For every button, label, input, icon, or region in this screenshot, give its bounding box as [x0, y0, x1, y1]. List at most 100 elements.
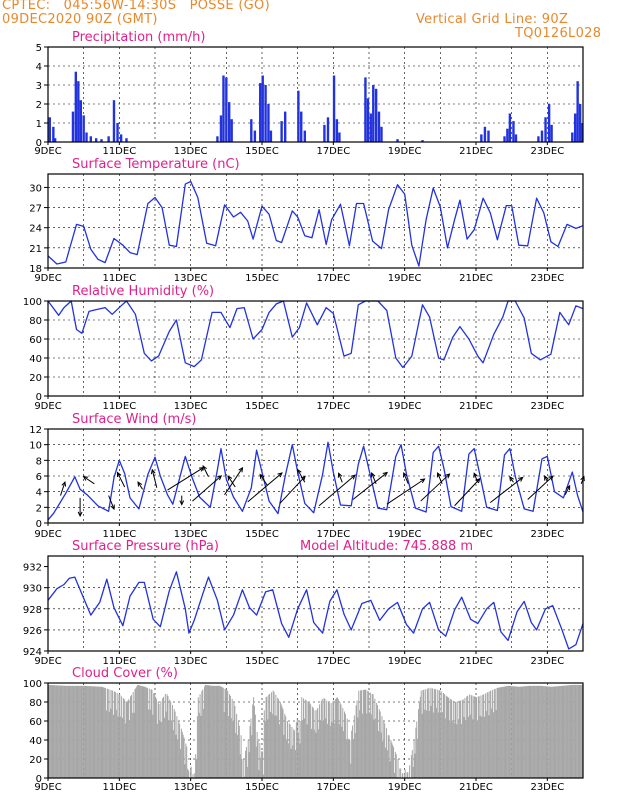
cloud-bar: [515, 686, 517, 778]
cloud-bar: [103, 687, 105, 778]
cloud-bar: [361, 713, 363, 778]
cloud-bar: [477, 696, 479, 778]
cloud-bar: [249, 725, 251, 778]
cloud-bar: [225, 689, 227, 778]
cloud-bar: [319, 720, 321, 778]
date-tick-9DEC: 9DEC: [34, 782, 61, 793]
cloud-bar: [144, 686, 146, 778]
cloud-bar: [372, 694, 374, 778]
cloud-bar: [558, 686, 560, 778]
cloud-bar: [446, 696, 448, 778]
cloud-bar: [494, 688, 496, 778]
wind-vector: [192, 475, 222, 502]
cloud-bar: [213, 685, 215, 778]
cloud-bar: [189, 770, 191, 778]
cloud-bar: [205, 685, 207, 778]
cloud-bar: [303, 698, 305, 778]
cloud-bar: [519, 686, 521, 778]
cloud-bar: [510, 686, 512, 778]
date-tick-13DEC: 13DEC: [174, 401, 208, 412]
cloud-bar: [312, 707, 314, 778]
y-tick-label: 930: [23, 584, 42, 595]
cloud-bar: [454, 702, 456, 778]
cloud-bar: [167, 696, 169, 778]
cloud-bar: [531, 685, 533, 778]
cloud-bar: [237, 735, 239, 778]
cloud-bar: [214, 685, 216, 778]
date-tick-15DEC: 15DEC: [245, 146, 279, 157]
y-tick-label: 5: [36, 43, 42, 54]
panel-title-pressure: Surface Pressure (hPa): [72, 539, 219, 554]
cloud-bar: [525, 686, 527, 778]
cloud-bar: [328, 703, 330, 778]
cloud-bar: [369, 712, 370, 778]
cloud-bar: [549, 686, 551, 778]
precip-bar: [264, 85, 267, 142]
cloud-bar: [535, 685, 537, 778]
cloud-bar: [516, 686, 518, 778]
cloud-bar: [117, 716, 119, 778]
wind-arrowhead: [402, 471, 408, 478]
cloud-bar: [358, 690, 360, 778]
cloud-bar: [433, 712, 435, 778]
wind-arrowhead: [370, 471, 376, 478]
y-tick-label: 100: [23, 297, 42, 308]
cloud-bar: [399, 768, 401, 778]
date-tick-9DEC: 9DEC: [34, 401, 61, 412]
cloud-bar: [245, 750, 247, 778]
cloud-bar: [422, 690, 424, 778]
cloud-bar: [459, 700, 461, 778]
cloud-bar: [239, 754, 241, 778]
cloud-bar: [143, 686, 145, 778]
date-tick-13DEC: 13DEC: [174, 146, 208, 157]
date-tick-19DEC: 19DEC: [388, 401, 422, 412]
precip-bar: [540, 130, 544, 142]
cloud-bar: [484, 716, 486, 778]
cloud-bar: [237, 721, 239, 778]
cloud-bar: [521, 686, 523, 778]
cloud-bar: [492, 712, 494, 778]
cloud-bar: [496, 688, 498, 778]
cloud-bar: [231, 698, 233, 778]
cloud-bar: [272, 690, 274, 778]
cloud-bar: [90, 686, 92, 778]
cloud-bar: [394, 751, 396, 778]
cloud-bar: [97, 686, 99, 778]
y-tick-label: 0: [36, 774, 42, 785]
date-tick-19DEC: 19DEC: [388, 782, 422, 793]
cloud-bar: [520, 686, 522, 778]
precip-bar: [112, 100, 116, 142]
cloud-bar: [258, 770, 260, 778]
cloud-bar: [207, 685, 209, 778]
cloud-bar: [423, 689, 425, 778]
cloud-bar: [257, 740, 259, 778]
cloud-bar: [227, 691, 229, 778]
cloud-bar: [540, 685, 542, 778]
y-tick-label: 926: [23, 626, 42, 637]
cloud-bar: [320, 700, 322, 778]
cloud-bar: [229, 695, 231, 778]
cloud-bar: [89, 686, 91, 778]
cloud-bar: [267, 719, 269, 778]
cloud-bar: [63, 685, 65, 778]
cloud-bar: [503, 686, 505, 778]
cloud-bar: [49, 684, 51, 778]
date-tick-9DEC: 9DEC: [34, 656, 61, 667]
cloud-bar: [437, 712, 439, 778]
cloud-bar: [547, 686, 549, 778]
precip-bar: [483, 126, 487, 142]
wind-vector: [83, 476, 95, 485]
cloud-bar: [180, 728, 182, 778]
cloud-bar: [565, 685, 567, 778]
cloud-bar: [230, 718, 232, 778]
cloud-bar: [259, 742, 261, 778]
cloud-bar: [390, 740, 392, 778]
cloud-bar: [417, 738, 419, 778]
precip-bar: [377, 111, 381, 142]
cloud-bar: [221, 687, 223, 778]
precip-bar: [480, 134, 483, 142]
cloud-bar: [429, 687, 431, 778]
cloud-bar: [560, 685, 562, 778]
cloud-bar: [336, 698, 338, 778]
date-tick-23DEC: 23DEC: [530, 401, 564, 412]
